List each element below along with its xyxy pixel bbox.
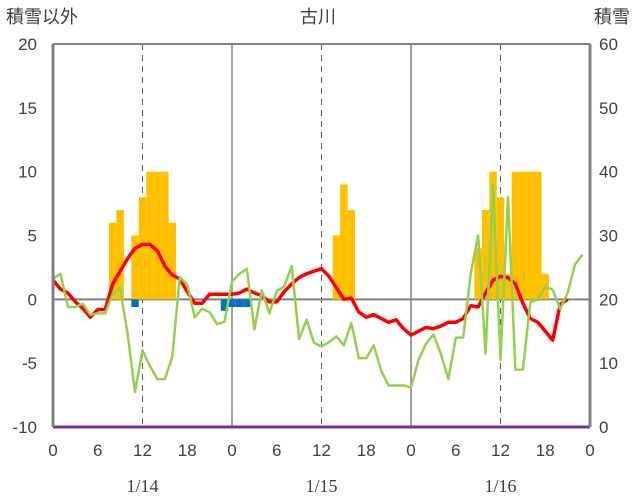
snowfall-bar [474,248,482,300]
snowfall-bar [347,209,356,300]
snowfall-bar [534,171,542,300]
y-right-tick-label: 0 [599,418,608,437]
y-left-ticks: -10 -5 0 5 10 15 20 [12,35,37,437]
y-left-tick-label: 10 [18,163,37,182]
x-tick-label: 12 [491,441,510,460]
x-tick-label: 0 [406,441,415,460]
x-tick-label: 0 [585,441,594,460]
snowfall-bar [526,171,535,300]
snowfall-bar [168,222,177,300]
x-tick-label: 12 [133,441,152,460]
y-left-tick-label: 20 [18,35,37,54]
date-label: 1/16 [484,476,516,496]
snowfall-bar [138,197,147,300]
precip-bar [235,299,244,307]
lines [51,183,590,429]
precip-bar [131,299,139,307]
x-tick-label: 12 [312,441,331,460]
y-right-tick-label: 30 [599,227,618,246]
y-right-tick-label: 60 [599,35,618,54]
y-right-tick-label: 20 [599,290,618,309]
y-left-tick-label: -5 [22,354,37,373]
date-labels: 1/14 1/15 1/16 [126,476,516,496]
snowfall-bar [504,273,512,300]
precip-bar [228,299,236,307]
snowfall-bar [519,171,527,300]
snowfall-bar [146,171,154,300]
snowfall-bar [161,171,169,300]
x-tick-label: 6 [272,441,281,460]
x-tick-label: 18 [357,441,376,460]
plot-frame [51,43,592,427]
snowfall-bar [108,222,117,300]
x-tick-label: 6 [93,441,102,460]
y-right-tick-label: 10 [599,354,618,373]
green-line [52,183,584,394]
y-left-tick-label: 15 [18,99,37,118]
snowfall-bar [116,209,124,300]
y-right-ticks: 0 10 20 30 40 50 60 [599,35,618,437]
x-tick-label: 6 [451,441,460,460]
y-right-tick-label: 50 [599,99,618,118]
bars [108,171,549,311]
date-label: 1/14 [126,476,158,496]
x-tick-label: 18 [178,441,197,460]
date-label: 1/15 [305,476,337,496]
x-tick-label: 0 [227,441,236,460]
snowfall-bar [489,171,497,300]
snowfall-bar [153,171,162,300]
snowfall-bar [332,235,341,300]
precip-bar [220,299,229,311]
snowfall-bar [481,209,490,300]
y-left-label: 積雪以外 [6,7,78,27]
snowfall-bar [131,235,139,300]
y-right-label: 積雪 [594,7,630,27]
chart-title: 古川 [300,7,336,27]
y-left-tick-label: -10 [12,418,37,437]
precip-bar [243,299,251,307]
y-right-tick-label: 40 [599,163,618,182]
x-tick-label: 0 [48,441,57,460]
snowfall-bar [511,171,520,300]
y-left-tick-label: 0 [28,290,37,309]
x-ticks: 0 6 12 18 0 6 12 18 0 6 12 18 0 [48,441,594,460]
snowfall-bar [496,197,505,300]
y-left-tick-label: 5 [28,227,37,246]
x-tick-label: 18 [536,441,555,460]
snowfall-bar [340,184,348,300]
